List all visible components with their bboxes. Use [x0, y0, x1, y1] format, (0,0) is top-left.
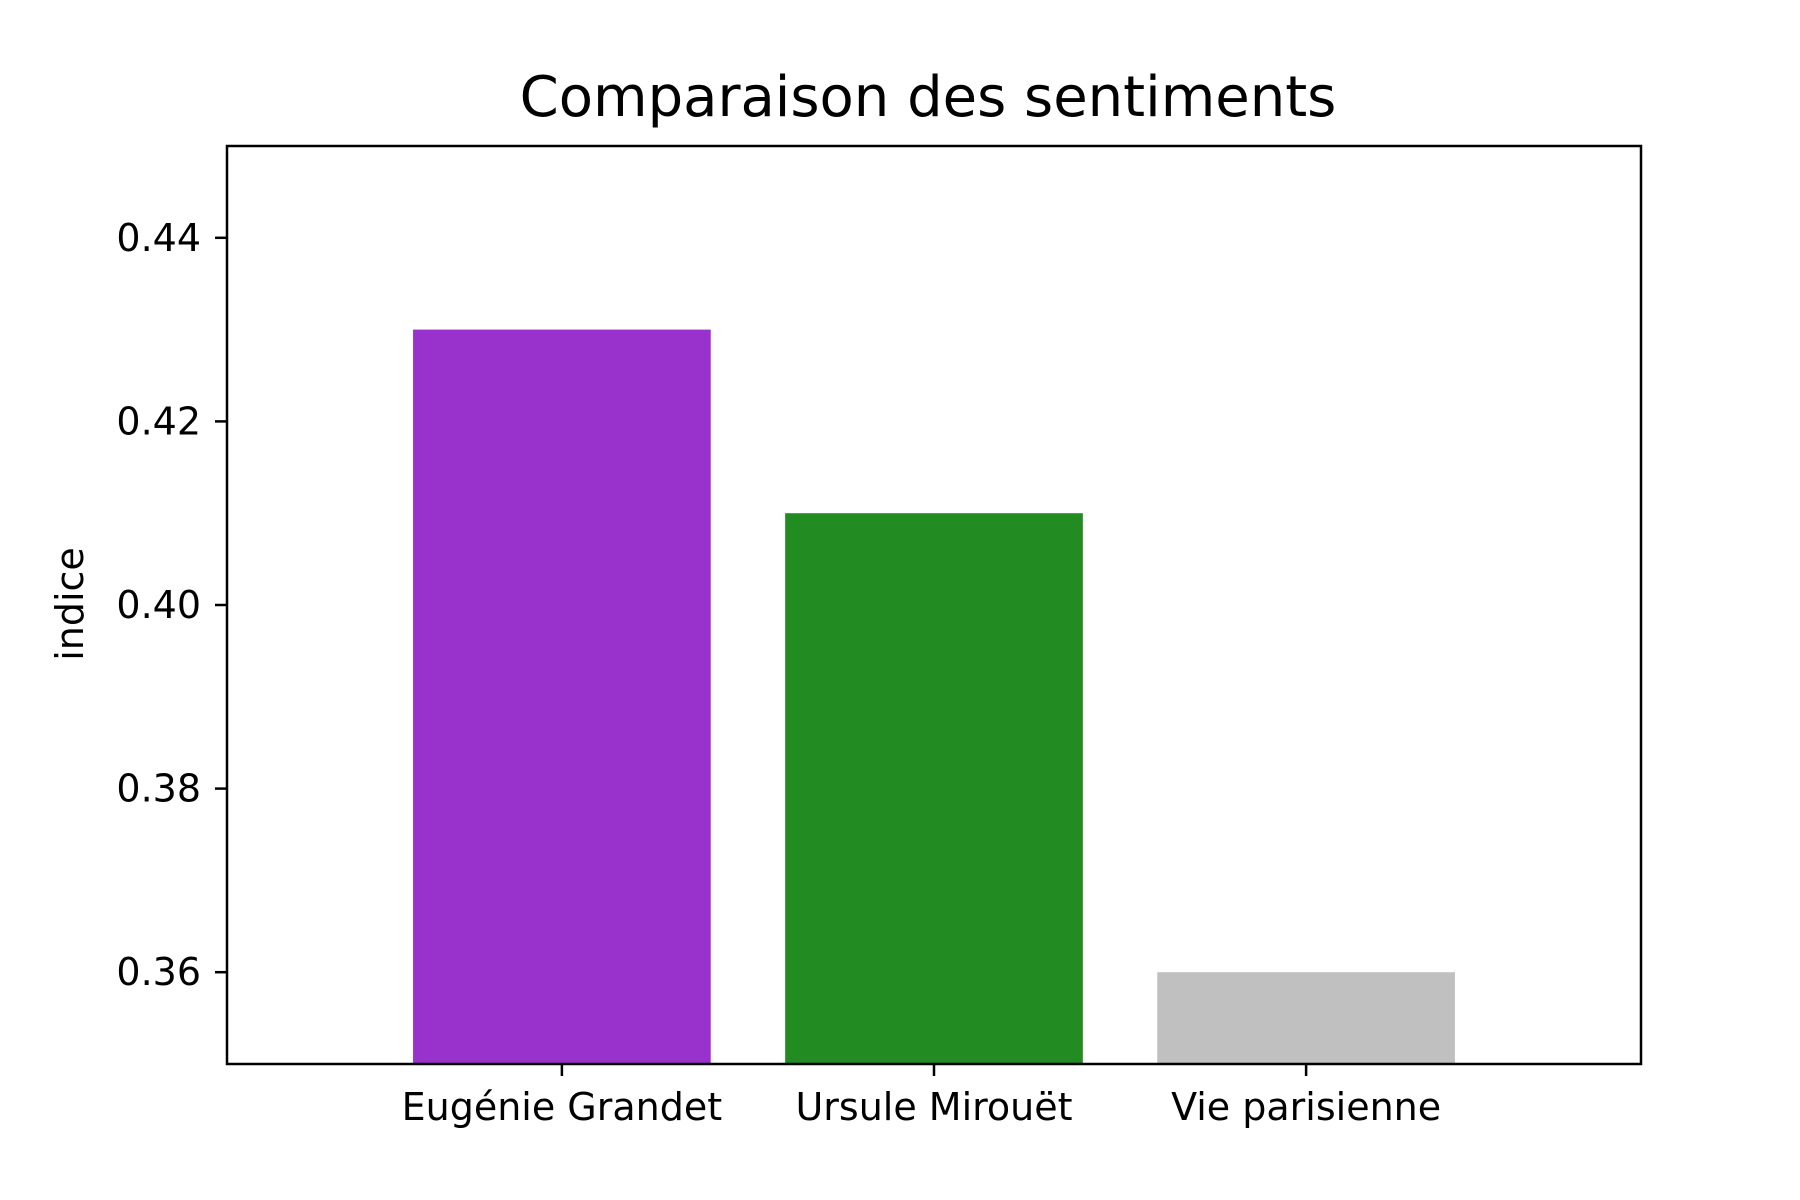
bar-2	[785, 513, 1083, 1064]
y-tick-label: 0.42	[116, 399, 201, 443]
bar-3	[1157, 972, 1455, 1064]
y-tick-label: 0.40	[116, 583, 201, 627]
x-axis-ticks: Eugénie Grandet Ursule Mirouët Vie parisie…	[402, 1064, 1441, 1129]
plot-area-frame	[225, 144, 1643, 1066]
y-axis-label: indice	[48, 547, 92, 661]
x-tick-label: Vie parisienne	[1171, 1085, 1441, 1129]
x-tick-label: Eugénie Grandet	[402, 1085, 723, 1129]
y-axis-ticks: 0.36 0.38 0.40 0.42 0.44	[116, 216, 227, 994]
bar-1	[413, 329, 711, 1065]
x-tick-label: Ursule Mirouët	[795, 1085, 1072, 1129]
bars-group	[413, 329, 1455, 1065]
y-tick-label: 0.36	[116, 950, 201, 994]
y-tick-label: 0.44	[116, 216, 201, 260]
chart-title: Comparaison des sentiments	[520, 65, 1337, 130]
y-tick-label: 0.38	[116, 767, 201, 811]
